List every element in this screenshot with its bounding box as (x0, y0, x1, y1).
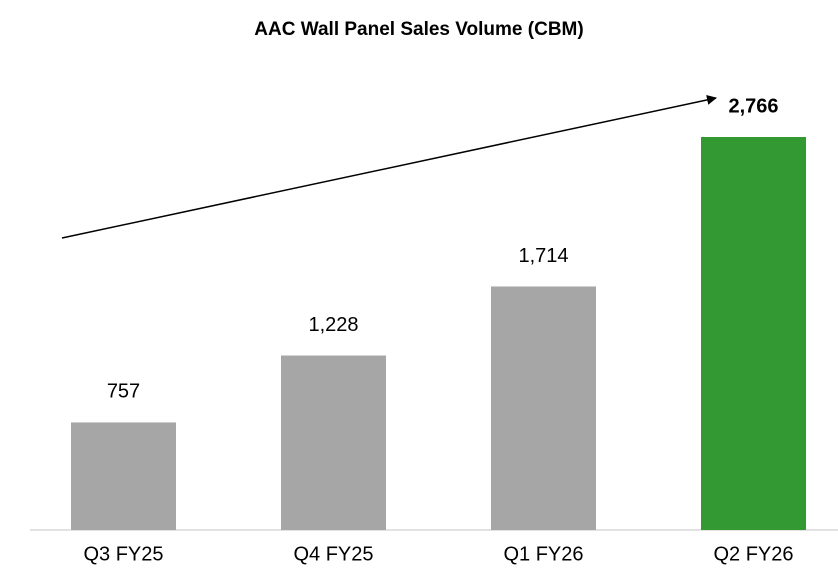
value-label: 1,714 (518, 245, 568, 267)
trend-arrow (61, 94, 717, 239)
bar (71, 422, 176, 530)
chart-title: AAC Wall Panel Sales Volume (CBM) (254, 19, 583, 40)
x-tick-label: Q2 FY26 (713, 543, 793, 565)
value-label: 2,766 (728, 95, 778, 117)
x-tick-label: Q4 FY25 (293, 543, 373, 565)
x-tick-label: Q1 FY26 (503, 543, 583, 565)
value-label: 1,228 (308, 314, 358, 336)
x-tick-label: Q3 FY25 (83, 543, 163, 565)
bar (281, 355, 386, 530)
value-label: 757 (107, 381, 140, 403)
bar (701, 137, 806, 530)
bar (491, 286, 596, 530)
